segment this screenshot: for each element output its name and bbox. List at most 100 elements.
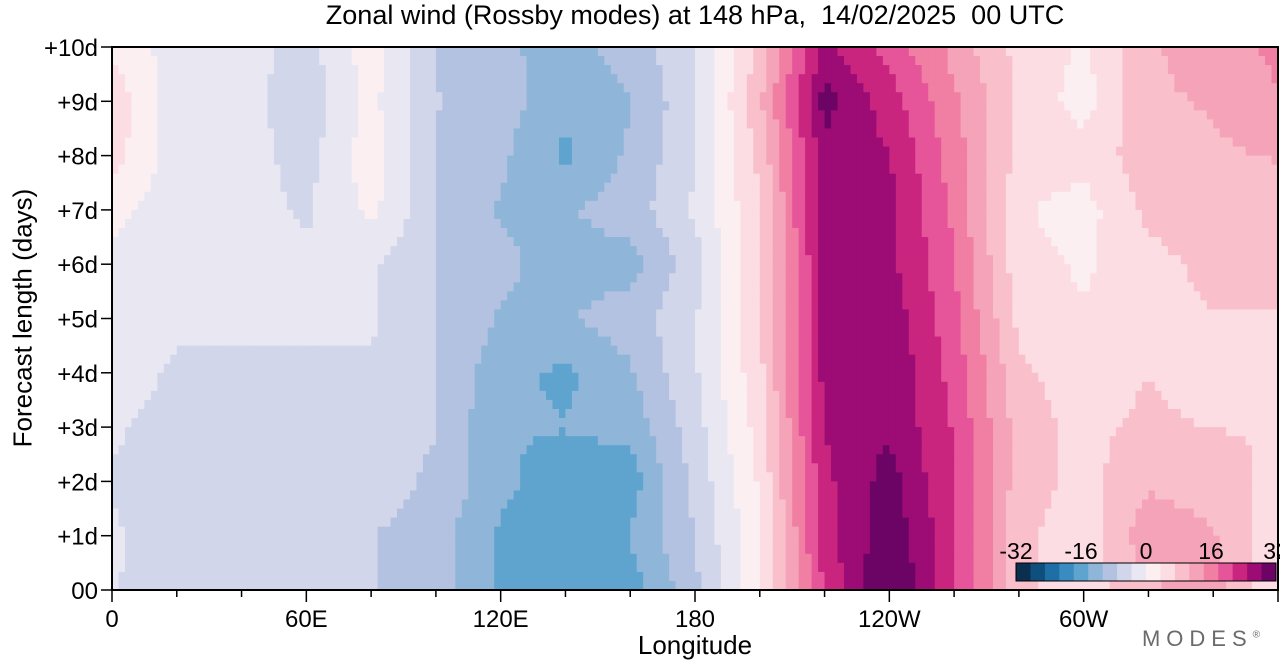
- heatmap-cell: [733, 110, 741, 120]
- heatmap-cell: [889, 228, 897, 238]
- heatmap-cell: [112, 56, 120, 66]
- heatmap-cell: [824, 237, 832, 247]
- heatmap-cell: [980, 83, 988, 93]
- heatmap-cell: [759, 65, 767, 75]
- heatmap-cell: [118, 182, 126, 193]
- heatmap-cell: [571, 128, 579, 139]
- heatmap-cell: [921, 128, 929, 139]
- heatmap-cell: [312, 47, 320, 57]
- heatmap-cell: [345, 273, 353, 283]
- heatmap-cell: [643, 173, 651, 184]
- heatmap-cell: [1174, 255, 1182, 265]
- heatmap-cell: [759, 146, 767, 157]
- heatmap-cell: [1180, 246, 1188, 256]
- heatmap-cell: [902, 137, 910, 148]
- heatmap-cell: [1167, 110, 1175, 120]
- heatmap-cell: [487, 119, 495, 130]
- heatmap-cell: [1012, 137, 1020, 148]
- heatmap-cell: [397, 92, 405, 102]
- heatmap-cell: [273, 101, 282, 111]
- heatmap-cell: [558, 173, 567, 184]
- heatmap-cell: [1239, 146, 1247, 157]
- heatmap-cell: [422, 200, 431, 211]
- heatmap-cell: [805, 155, 813, 166]
- heatmap-cell: [740, 92, 748, 102]
- heatmap-cell: [740, 218, 748, 229]
- heatmap-cell: [520, 83, 528, 93]
- heatmap-cell: [1109, 209, 1117, 220]
- heatmap-cell: [163, 209, 171, 220]
- heatmap-cell: [584, 65, 592, 75]
- heatmap-cell: [986, 56, 994, 66]
- heatmap-cell: [1258, 182, 1266, 193]
- heatmap-cell: [876, 273, 884, 283]
- heatmap-cell: [319, 237, 327, 247]
- heatmap-cell: [273, 200, 282, 211]
- heatmap-cell: [1109, 164, 1117, 175]
- heatmap-cell: [241, 282, 249, 292]
- heatmap-cell: [358, 246, 366, 256]
- heatmap-cell: [636, 228, 644, 238]
- heatmap-cell: [1038, 56, 1046, 66]
- heatmap-cell: [986, 137, 994, 148]
- heatmap-cell: [753, 291, 761, 301]
- heatmap-cell: [656, 191, 664, 202]
- heatmap-cell: [150, 137, 158, 148]
- heatmap-cell: [442, 228, 450, 238]
- heatmap-cell: [1129, 209, 1137, 220]
- heatmap-cell: [688, 110, 696, 120]
- heatmap-cell: [798, 264, 806, 274]
- heatmap-cell: [1239, 218, 1247, 229]
- heatmap-cell: [869, 74, 877, 84]
- heatmap-cell: [520, 146, 528, 157]
- heatmap-cell: [112, 264, 120, 274]
- heatmap-cell: [409, 65, 418, 75]
- heatmap-cell: [196, 173, 204, 184]
- heatmap-cell: [118, 191, 126, 202]
- heatmap-cell: [1057, 200, 1065, 211]
- heatmap-cell: [481, 182, 489, 193]
- heatmap-cell: [882, 128, 890, 139]
- heatmap-cell: [196, 47, 204, 57]
- heatmap-cell: [967, 119, 975, 130]
- heatmap-cell: [455, 291, 463, 301]
- heatmap-cell: [669, 264, 677, 274]
- heatmap-cell: [377, 191, 385, 202]
- heatmap-cell: [571, 47, 579, 57]
- heatmap-cell: [643, 255, 651, 265]
- heatmap-cell: [701, 56, 709, 66]
- heatmap-cell: [209, 119, 217, 130]
- heatmap-cell: [481, 65, 489, 75]
- heatmap-cell: [273, 155, 282, 166]
- heatmap-cell: [856, 101, 865, 111]
- heatmap-cell: [1005, 110, 1014, 120]
- heatmap-cell: [695, 146, 703, 157]
- heatmap-cell: [1148, 155, 1156, 166]
- heatmap-cell: [1044, 146, 1052, 157]
- heatmap-cell: [1031, 74, 1039, 84]
- heatmap-cell: [163, 264, 171, 274]
- heatmap-cell: [1206, 200, 1214, 211]
- heatmap-cell: [571, 228, 579, 238]
- heatmap-cell: [636, 56, 644, 66]
- heatmap-cell: [546, 291, 554, 301]
- heatmap-cell: [759, 291, 767, 301]
- heatmap-cell: [196, 255, 204, 265]
- heatmap-cell: [254, 209, 262, 220]
- heatmap-cell: [779, 264, 787, 274]
- heatmap-cell: [1070, 218, 1078, 229]
- heatmap-cell: [656, 209, 664, 220]
- heatmap-cell: [293, 47, 301, 57]
- heatmap-cell: [1187, 110, 1195, 120]
- heatmap-cell: [1122, 92, 1130, 102]
- heatmap-cell: [1135, 110, 1143, 120]
- heatmap-cell: [539, 282, 547, 292]
- heatmap-cell: [921, 246, 929, 256]
- heatmap-cell: [358, 209, 366, 220]
- heatmap-cell: [163, 173, 171, 184]
- heatmap-cell: [960, 282, 968, 292]
- heatmap-cell: [798, 228, 806, 238]
- heatmap-cell: [202, 146, 210, 157]
- heatmap-cell: [630, 164, 638, 175]
- heatmap-cell: [753, 228, 761, 238]
